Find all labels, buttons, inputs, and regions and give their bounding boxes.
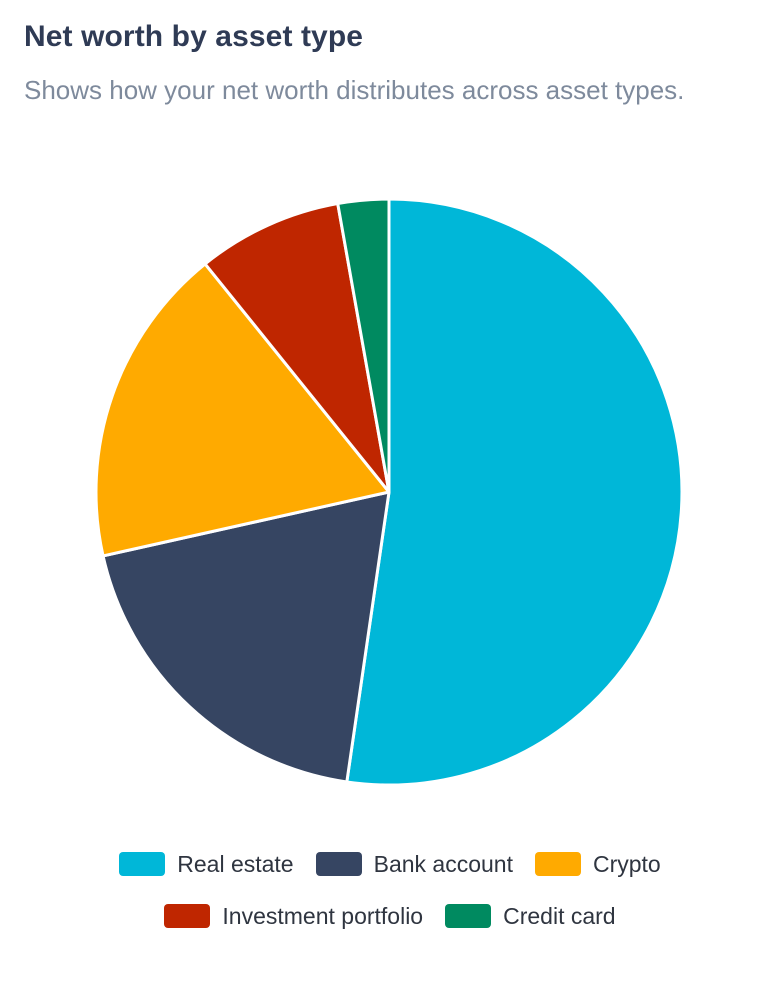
legend-swatch <box>445 904 492 928</box>
legend-label: Crypto <box>592 850 661 877</box>
legend-item-real-estate[interactable]: Real estate <box>119 850 294 878</box>
legend-row: Investment portfolio Credit card <box>0 890 780 942</box>
pie-slice-bank-account[interactable] <box>101 490 391 784</box>
legend-row: Real estate Bank account Crypto <box>0 838 780 890</box>
pie-slice-real-estate[interactable] <box>345 197 684 787</box>
legend-swatch <box>164 904 211 928</box>
legend-swatch <box>315 852 362 876</box>
pie-chart <box>94 197 684 787</box>
legend-label: Real estate <box>177 850 294 877</box>
legend-item-credit-card[interactable]: Credit card <box>445 902 616 930</box>
legend-swatch <box>119 852 166 876</box>
legend-item-investment-portfolio[interactable]: Investment portfolio <box>164 903 423 930</box>
pie-slice-credit-card[interactable] <box>336 197 391 494</box>
legend-label: Bank account <box>373 850 513 877</box>
legend-label: Investment portfolio <box>222 902 424 929</box>
chart-title: Net worth by asset type <box>24 20 364 53</box>
pie-slice-crypto[interactable] <box>94 262 391 558</box>
chart-legend: Real estate Bank account Crypto Investment … <box>0 838 780 942</box>
pie-slice-investment-portfolio[interactable] <box>203 202 391 494</box>
legend-item-bank-account[interactable]: Bank account <box>315 850 513 878</box>
pie-slices <box>94 197 684 787</box>
legend-swatch <box>534 852 581 876</box>
legend-label: Credit card <box>503 902 616 929</box>
legend-item-crypto[interactable]: Crypto <box>534 850 661 878</box>
chart-subtitle: Shows how your net worth distributes acr… <box>24 75 685 105</box>
